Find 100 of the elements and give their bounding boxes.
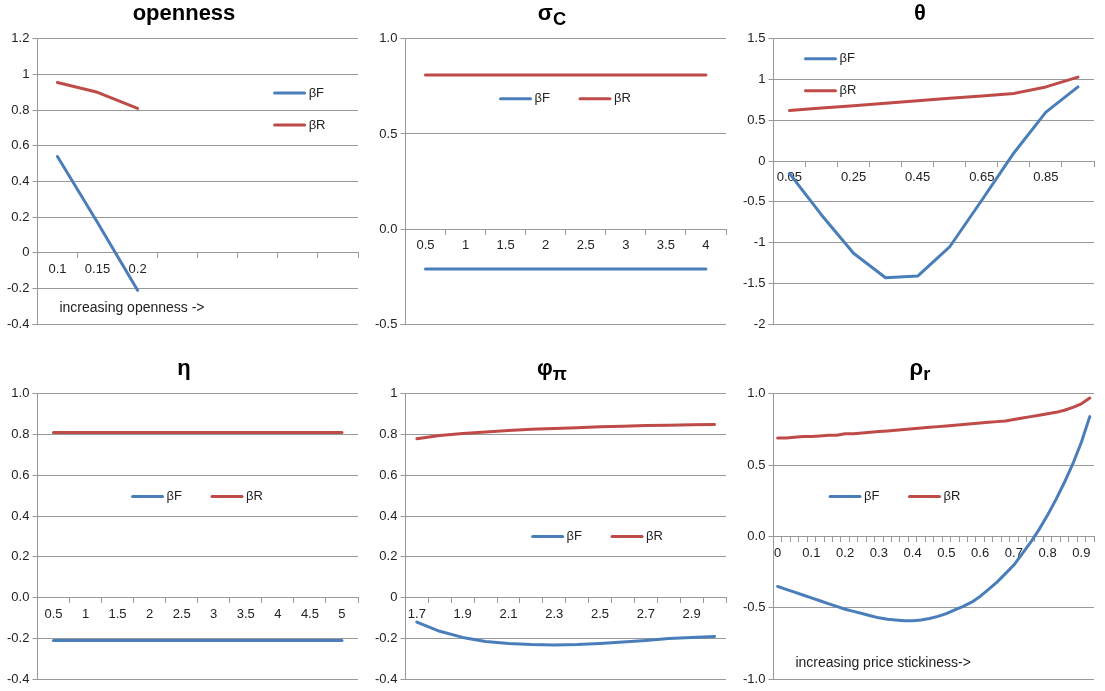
x-tick-label: 1.5 (108, 606, 127, 622)
legend-label: βR (839, 82, 857, 98)
x-tick-label: 0.2 (128, 261, 147, 277)
x-tick-label: 0.3 (869, 544, 888, 560)
legend-label: βR (308, 116, 326, 132)
x-tick-label: 0.1 (802, 544, 821, 560)
y-tick-label: -1 (753, 234, 766, 250)
x-tick-label: 3.5 (236, 606, 255, 622)
legend-label: βR (613, 90, 631, 106)
y-tick-label: 0 (390, 589, 398, 605)
x-tick-label: 1 (81, 606, 90, 622)
y-tick-label: 1 (390, 385, 398, 401)
y-tick-label: -0.2 (6, 280, 30, 296)
y-tick-label: 0.0 (379, 220, 398, 236)
y-tick-label: 1.2 (11, 30, 30, 46)
legend-label: βR (646, 528, 663, 544)
y-tick-label: 1 (22, 66, 30, 82)
x-tick-label: 0.85 (1033, 169, 1059, 185)
x-tick-label: 1 (461, 237, 470, 253)
x-tick-label: 0.5 (416, 237, 435, 253)
y-tick-label: 0.5 (379, 125, 398, 141)
chart-title: θ (913, 0, 927, 27)
legend-label: βF (534, 90, 551, 106)
y-tick-label: 0.4 (379, 507, 398, 523)
x-tick-label: 0.9 (1072, 544, 1091, 560)
x-tick-label: 0.1 (48, 261, 67, 277)
y-tick-label: -0.4 (6, 315, 30, 331)
x-tick-label: 0.45 (905, 169, 931, 185)
y-tick-label: 0.8 (379, 426, 398, 442)
y-tick-label: 0.6 (379, 466, 398, 482)
x-tick-label: 3.5 (656, 237, 675, 253)
x-tick-label: 2.5 (172, 606, 191, 622)
y-tick-label: 1.0 (747, 385, 766, 401)
x-tick-label: 5 (338, 606, 346, 622)
x-tick-label: 2.3 (545, 606, 564, 622)
y-tick-label: -0.4 (6, 670, 30, 686)
y-tick-label: -2 (753, 315, 766, 331)
x-tick-label: 1.5 (496, 237, 515, 253)
x-tick-label: 3 (210, 606, 218, 622)
x-tick-label: 2.9 (682, 606, 701, 622)
x-tick-label: 2.1 (499, 606, 518, 622)
y-tick-label: -0.2 (374, 630, 398, 646)
y-tick-label: 1.0 (11, 385, 30, 401)
x-tick-label: 3 (622, 237, 630, 253)
x-tick-label: 2 (542, 237, 550, 253)
legend-label: βF (864, 488, 880, 504)
x-tick-label: 0.2 (836, 544, 855, 560)
x-tick-label: 4 (274, 606, 282, 622)
y-tick-label: 0.6 (11, 466, 30, 482)
y-tick-label: -0.4 (374, 670, 398, 686)
chart-title: openness (131, 0, 237, 27)
y-tick-label: -0.5 (742, 193, 766, 209)
chart-title: φ$_{π}$ (536, 355, 568, 385)
chart-title: ρ$_{r}$ (908, 355, 932, 385)
y-tick-label: 0.5 (747, 111, 766, 127)
x-tick-label: 0.6 (971, 544, 990, 560)
y-tick-label: -0.2 (6, 630, 30, 646)
x-tick-label: 1.7 (407, 606, 426, 622)
y-tick-label: 1 (758, 71, 766, 87)
x-tick-label: 1.9 (453, 606, 472, 622)
x-tick-label: 0 (774, 544, 782, 560)
y-tick-label: -0.5 (374, 315, 398, 331)
y-tick-label: -0.5 (742, 599, 766, 615)
legend-label: βF (566, 528, 583, 544)
y-tick-label: 1.0 (379, 30, 398, 46)
annotation: increasing price stickiness-> (795, 654, 971, 671)
annotation: increasing openness -> (59, 299, 205, 316)
y-tick-label: 0.6 (11, 137, 30, 153)
y-tick-label: 1.5 (747, 30, 766, 46)
x-tick-label: 4 (702, 237, 710, 253)
legend-label: βF (166, 488, 183, 504)
x-tick-label: 0.15 (84, 261, 111, 277)
x-tick-label: 2.5 (576, 237, 595, 253)
y-tick-label: 0.8 (11, 101, 30, 117)
x-tick-label: 2 (145, 606, 154, 622)
y-tick-label: 0.0 (747, 528, 766, 544)
chart-title: η (176, 355, 192, 382)
y-tick-label: -1.5 (742, 275, 766, 291)
x-tick-label: 2.7 (636, 606, 655, 622)
legend-label: βF (308, 84, 325, 100)
y-tick-label: 0.0 (11, 589, 30, 605)
y-tick-label: 0 (758, 152, 766, 168)
chart-title: σ$_{C}$ (536, 0, 568, 30)
y-tick-label: 0.5 (747, 456, 766, 472)
x-tick-label: 0.4 (903, 544, 922, 560)
x-tick-label: 0.5 (937, 544, 956, 560)
x-tick-label: 2.5 (591, 606, 610, 622)
legend-label: βF (839, 50, 855, 66)
x-tick-label: 0.5 (44, 606, 63, 622)
x-tick-label: 0.25 (840, 169, 867, 185)
x-tick-label: 0.8 (1038, 544, 1057, 560)
y-tick-label: -1.0 (742, 670, 766, 686)
y-tick-label: 0.4 (11, 507, 30, 523)
legend-label: βR (245, 488, 263, 504)
y-tick-label: 0.8 (11, 426, 30, 442)
x-tick-label: 0.65 (969, 169, 995, 185)
x-tick-label: 4.5 (300, 606, 319, 622)
legend-label: βR (943, 488, 961, 504)
x-tick-label: 0.7 (1004, 544, 1023, 560)
y-tick-label: 0.2 (11, 208, 30, 224)
